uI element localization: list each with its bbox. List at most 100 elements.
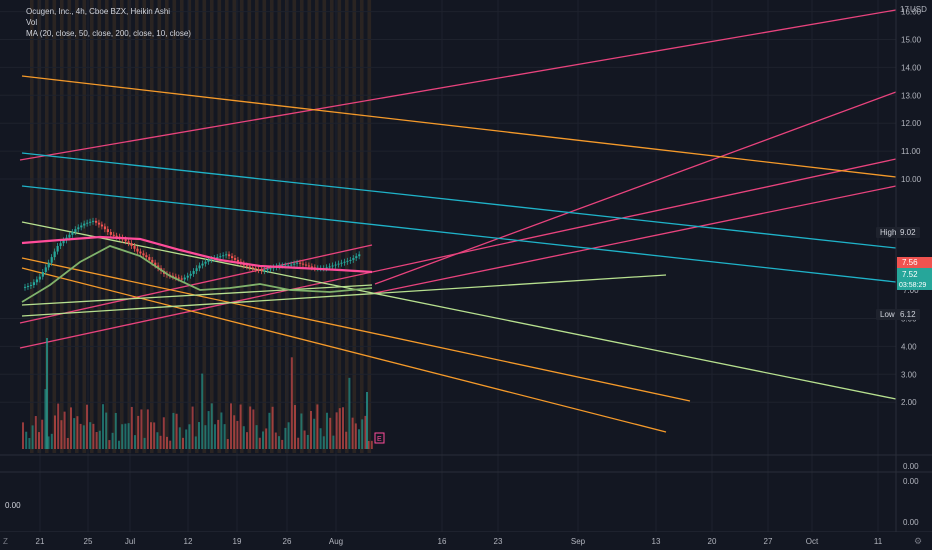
time-axis-label: 11 [874,537,883,546]
low-tag[interactable] [876,309,920,320]
volume-bar [364,415,367,449]
candle-body [331,265,334,267]
moving-averages [21,235,373,303]
candle-body [228,254,231,257]
earnings-marker-label: E [377,436,382,443]
volume-bar [306,434,309,449]
candle-body [154,262,157,266]
candle-body [26,285,30,287]
candle-body [245,265,248,267]
volume-bar [118,440,120,449]
volume-bar [217,419,220,449]
lower-axis-bottom: 0.00 [903,518,919,527]
extended-hours-band [67,0,72,453]
legend-volume[interactable]: Vol [26,18,38,27]
volume-bar [86,404,88,449]
volume-bar [140,409,143,449]
candle-body [210,258,213,260]
volume-bar [335,412,338,449]
candle-body [157,265,160,269]
price-badge-timer: 03:58:29 [899,282,926,289]
lower-axis-top: 0.00 [903,477,919,486]
volume-bar [233,415,236,449]
candle-body [334,264,337,266]
time-axis-label: 19 [233,537,242,546]
candle-body [198,265,201,269]
extended-hours-band [75,0,79,453]
volume-bar [105,412,108,449]
high-tag[interactable] [876,227,920,238]
trendline[interactable] [21,274,667,317]
zoom-icon: Z [3,537,8,546]
trendline[interactable] [21,221,897,400]
moving-average-line[interactable] [21,245,373,303]
moving-average-line[interactable] [21,235,373,274]
candle-body [47,262,50,268]
trendline[interactable] [21,257,691,402]
trendline[interactable] [374,91,897,285]
trendline[interactable] [21,75,897,178]
candle-body [41,272,44,277]
volume-bar [130,406,133,449]
candle-body [260,270,263,272]
candle-body [251,267,254,269]
candle-body [269,268,272,270]
candle-body [272,267,275,269]
trendline[interactable] [21,284,373,306]
settings-gear-icon: ⚙ [914,536,922,546]
volume-bar [137,415,140,449]
volume-bar [332,435,335,449]
earnings-marker[interactable] [374,432,385,444]
volume-bar [95,432,98,449]
candle-body [349,259,352,261]
volume-bar [268,412,271,449]
legend-symbol[interactable]: Ocugen, Inc., 4h, Cboe BZX, Heikin Ashi [26,7,171,16]
volume-bar [329,417,332,449]
price-badge-red[interactable] [897,257,932,268]
price-badge-green[interactable] [897,268,932,290]
time-axis-label: 13 [652,537,661,546]
volume-bar [191,406,194,449]
candle-body [92,220,95,222]
volume-bar [175,413,178,449]
time-axis-label: 27 [764,537,773,546]
trendline[interactable] [21,267,667,433]
volume-bar [70,407,72,449]
candle-body [299,262,302,264]
candle-body [310,266,314,268]
time-axis-label: 26 [283,537,292,546]
volume-bar [146,409,149,449]
volume-bar [322,436,325,449]
extended-hours-band [37,0,42,453]
volume-bar [73,418,76,449]
candle-body [130,243,133,246]
candle-body [174,276,178,278]
price-axis-tick: 12.00 [901,119,922,128]
extended-hours-band [225,0,229,453]
trendline[interactable] [21,185,897,283]
trendline[interactable] [19,9,897,161]
volume-bar [178,427,181,449]
candle-body [136,248,139,252]
volume-bar [246,432,248,449]
time-axis-label: Jul [125,537,135,546]
volume-bar [354,423,357,449]
extended-hours-band [60,0,64,453]
trendline[interactable] [21,152,897,249]
legend-moving-average[interactable]: MA (20, close, 50, close, 200, close, 10… [26,29,191,38]
price-axis-tick: 13.00 [901,91,922,100]
trendline[interactable] [19,244,373,324]
candle-body [231,256,234,259]
time-axis-label: 20 [708,537,717,546]
candle-body [112,234,115,236]
candle-body [204,261,207,264]
candle-body [355,256,358,259]
trendline[interactable] [369,185,897,295]
candle-body [219,256,222,258]
low-value: 6.12 [900,310,916,319]
volume-bars [22,338,373,449]
extended-hours-band [180,0,184,453]
extended-hours-band [142,0,147,453]
candle-body [44,267,47,272]
